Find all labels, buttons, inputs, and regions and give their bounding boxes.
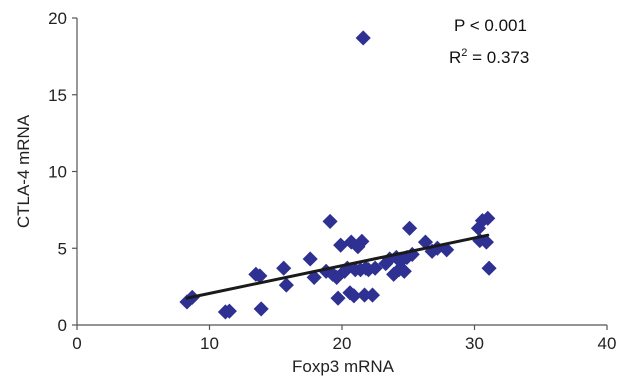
data-point [478,234,494,250]
x-tick-label: 10 [200,334,219,353]
data-point [302,251,318,267]
y-axis-title: CTLA-4 mRNA [14,114,33,228]
y-tick-label: 15 [48,86,67,105]
trendline [185,233,490,300]
y-tick-label: 0 [58,316,67,335]
axes: 0 10 20 30 40 0 5 10 15 20 [48,9,616,353]
r-squared-value: = 0.373 [467,48,529,67]
data-point [278,277,294,293]
data-point [481,260,497,276]
data-points [179,30,497,320]
data-point [355,30,371,46]
r-squared-prefix: R [449,48,461,67]
p-value-annotation: P < 0.001 [454,16,527,35]
y-tick-label: 20 [48,9,67,28]
r-squared-annotation: R2 = 0.373 [449,47,529,67]
x-tick-label: 30 [465,334,484,353]
data-point [354,233,370,249]
data-point [396,263,412,279]
data-point [253,301,269,317]
x-axis-ticks: 0 10 20 30 40 [72,325,616,353]
x-tick-label: 20 [333,334,352,353]
data-point [276,260,292,276]
data-point [364,287,381,303]
data-point [221,303,237,319]
data-point [306,269,322,285]
r-squared-superscript: 2 [461,47,467,59]
data-point [439,242,455,258]
y-tick-label: 10 [48,163,67,182]
x-tick-label: 40 [598,334,617,353]
data-point [322,213,338,229]
x-axis-title: Foxp3 mRNA [292,357,395,376]
y-axis-ticks: 0 5 10 15 20 [48,9,77,335]
x-tick-label: 0 [72,334,81,353]
data-point [367,260,383,276]
data-point [330,290,346,306]
data-point [480,210,496,226]
data-point [402,220,418,236]
y-tick-label: 5 [58,239,67,258]
